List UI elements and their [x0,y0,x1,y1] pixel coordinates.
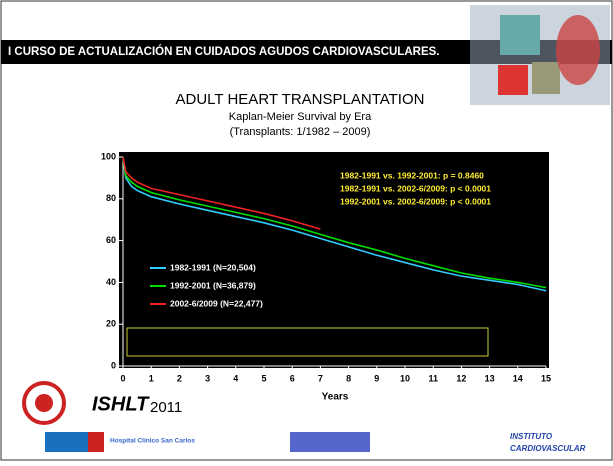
institute: CARDIOVASCULAR [510,444,586,453]
hospital: Hospital Clínico San Carlos [110,438,195,445]
y-tick-label: 0 [111,360,116,370]
legend-label: 1992-2001 (N=36,879) [170,280,256,290]
chart-subtitle: (Transplants: 1/1982 – 2009) [230,126,371,138]
annotation: 1982-1991 vs. 1992-2001: p = 0.8460 [340,170,484,180]
x-tick-label: 6 [290,373,295,383]
x-tick-label: 11 [428,373,438,383]
x-tick-label: 8 [346,373,351,383]
legend-label: 2002-6/2009 (N=22,477) [170,298,263,308]
year: 2011 [150,399,182,416]
y-tick-label: 60 [106,235,116,245]
x-tick-label: 13 [485,373,495,383]
x-tick-label: 10 [400,373,410,383]
annotation: 1982-1991 vs. 2002-6/2009: p < 0.0001 [340,183,491,193]
x-tick-label: 3 [205,373,210,383]
chart-subtitle: Kaplan-Meier Survival by Era [229,111,372,123]
x-tick-label: 2 [177,373,182,383]
header-images [470,5,610,105]
institute: INSTITUTO [510,432,553,441]
legend-label: 1982-1991 (N=20,504) [170,262,256,272]
y-tick-label: 40 [106,277,116,287]
x-tick-label: 1 [149,373,154,383]
chart-title: ADULT HEART TRANSPLANTATION [176,91,425,108]
x-tick-label: 4 [233,373,238,383]
banner: I CURSO DE ACTUALIZACIÓN EN CUIDADOS AGU… [8,45,439,58]
annotation: 1992-2001 vs. 2002-6/2009: p < 0.0001 [340,196,491,206]
x-tick-label: 5 [261,373,266,383]
x-tick-label: 7 [318,373,323,383]
x-tick-label: 12 [456,373,466,383]
y-tick-label: 100 [101,151,116,161]
y-tick-label: 80 [106,193,116,203]
x-tick-label: 15 [541,373,551,383]
y-tick-label: 20 [106,319,116,329]
x-tick-label: 14 [513,373,523,383]
x-tick-label: 0 [120,373,125,383]
x-tick-label: 9 [374,373,379,383]
x-axis-title: Years [322,392,349,403]
brand: ISHLT [92,393,150,415]
slide: I CURSO DE ACTUALIZACIÓN EN CUIDADOS AGU… [0,0,613,461]
